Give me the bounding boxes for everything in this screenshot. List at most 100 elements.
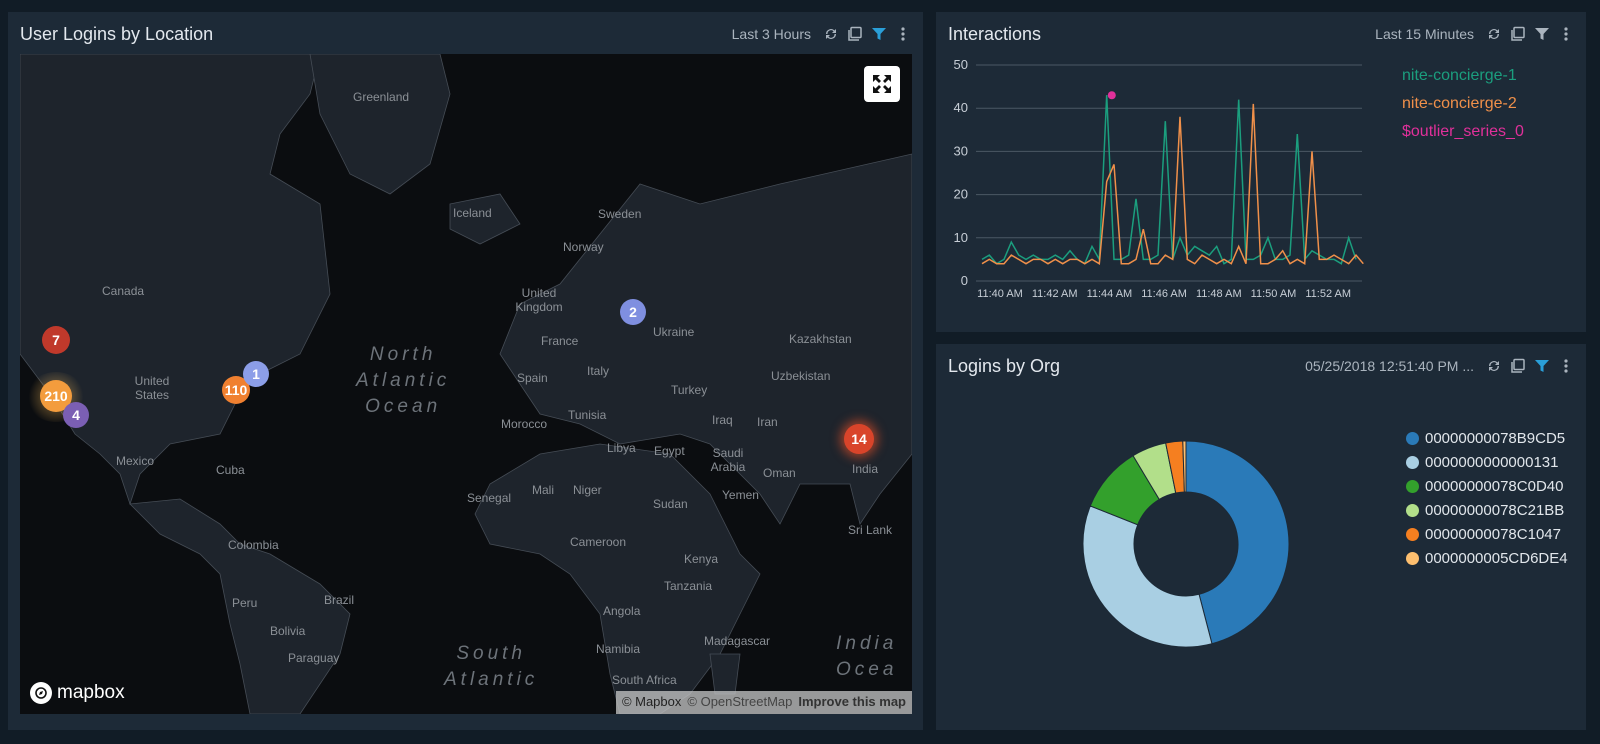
map-label: Yemen	[722, 488, 759, 502]
time-range-label[interactable]: 05/25/2018 12:51:40 PM ...	[1305, 358, 1474, 374]
map-label: Niger	[573, 483, 602, 497]
map-label: Canada	[102, 284, 145, 298]
copy-icon[interactable]	[1510, 358, 1526, 374]
legend-label: 00000000078C1047	[1425, 526, 1561, 543]
x-tick-label: 11:42 AM	[1032, 288, 1078, 300]
ocean-label: South Atlantic	[444, 643, 539, 690]
filter-icon[interactable]	[1534, 26, 1550, 42]
mapbox-attribution-link[interactable]: © Mapbox	[621, 694, 682, 709]
map-label: Peru	[232, 596, 258, 610]
more-icon[interactable]	[1558, 26, 1574, 42]
donut-slice-0000000000000131	[1082, 505, 1213, 648]
y-tick-label: 50	[954, 57, 968, 72]
mapbox-logo[interactable]: mapbox	[30, 682, 125, 704]
time-range-label[interactable]: Last 3 Hours	[731, 26, 811, 42]
legend-item-outlier-series[interactable]: $outlier_series_0	[1402, 123, 1524, 140]
map-label: Senegal	[467, 491, 512, 505]
interactions-panel-toolbar: Last 15 Minutes	[1375, 26, 1574, 42]
map-label: Norway	[563, 240, 604, 254]
fullscreen-button[interactable]	[864, 66, 900, 102]
legend-item-0000000000000131[interactable]: 0000000000000131	[1406, 454, 1568, 471]
time-range-label[interactable]: Last 15 Minutes	[1375, 26, 1474, 42]
ocean-label: India Ocea	[836, 633, 898, 680]
location-cluster[interactable]: 2	[620, 299, 646, 325]
map-label: Kenya	[684, 552, 719, 566]
interactions-line-chart[interactable]: 0 10 20 30 40 50 11:40 AM 11:42 AM 11:44 AM 11:46…	[936, 52, 1396, 322]
map-label: Saudi Arabia	[710, 446, 746, 474]
map-label: Italy	[587, 364, 610, 378]
map-label: India	[852, 462, 879, 476]
more-icon[interactable]	[1558, 358, 1574, 374]
map-label: Paraguay	[288, 651, 340, 665]
y-tick-label: 10	[954, 230, 968, 245]
y-tick-label: 30	[954, 143, 968, 158]
y-tick-label: 20	[954, 187, 968, 202]
filter-icon[interactable]	[1534, 358, 1550, 374]
copy-icon[interactable]	[1510, 26, 1526, 42]
map-panel-title: User Logins by Location	[20, 24, 214, 44]
map-label: Egypt	[654, 444, 685, 458]
legend-item-0000000005CD6DE4[interactable]: 0000000005CD6DE4	[1406, 550, 1568, 567]
org-panel-title: Logins by Org	[948, 356, 1061, 376]
legend-item-00000000078C21BB[interactable]: 00000000078C21BB	[1406, 502, 1568, 519]
map-label: Iceland	[453, 206, 492, 220]
org-legend: 00000000078B9CD5 0000000000000131 00000000…	[1406, 430, 1568, 574]
x-tick-label: 11:44 AM	[1087, 288, 1133, 300]
org-panel-toolbar: 05/25/2018 12:51:40 PM ...	[1305, 358, 1574, 374]
legend-label: 0000000000000131	[1425, 454, 1559, 471]
map-label: Sweden	[598, 207, 642, 221]
filter-icon[interactable]	[871, 26, 887, 42]
map-label: Ukraine	[653, 325, 695, 339]
map-label: Morocco	[501, 417, 548, 431]
osm-attribution-link[interactable]: © OpenStreetMap	[687, 694, 793, 709]
legend-label: 00000000078C0D40	[1425, 478, 1564, 495]
legend-swatch	[1406, 528, 1419, 541]
logins-donut-chart[interactable]	[1066, 424, 1306, 664]
legend-item-nite-concierge-1[interactable]: nite-concierge-1	[1402, 67, 1517, 84]
legend-item-00000000078B9CD5[interactable]: 00000000078B9CD5	[1406, 430, 1568, 447]
user-logins-map-panel: User Logins by Location Last 3 Hours Gre…	[8, 12, 923, 730]
map-label: Bolivia	[270, 624, 306, 638]
x-tick-label: 11:52 AM	[1305, 288, 1351, 300]
y-tick-label: 40	[954, 100, 968, 115]
y-tick-label: 0	[961, 273, 968, 288]
mapbox-logo-icon	[30, 682, 52, 704]
map-label: Sri Lank	[848, 523, 893, 537]
x-tick-label: 11:48 AM	[1196, 288, 1242, 300]
legend-item-00000000078C0D40[interactable]: 00000000078C0D40	[1406, 478, 1568, 495]
location-cluster[interactable]: 14	[844, 424, 874, 454]
refresh-icon[interactable]	[1486, 358, 1502, 374]
map-label: Colombia	[228, 538, 279, 552]
map-label: Greenland	[353, 90, 410, 104]
legend-swatch	[1406, 456, 1419, 469]
map-label: Mali	[532, 483, 555, 497]
copy-icon[interactable]	[847, 26, 863, 42]
improve-map-link[interactable]: Improve this map	[798, 694, 906, 709]
x-tick-label: 11:46 AM	[1141, 288, 1187, 300]
legend-item-nite-concierge-2[interactable]: nite-concierge-2	[1402, 95, 1517, 112]
map-label: Mexico	[116, 454, 155, 468]
location-cluster[interactable]: 4	[63, 402, 89, 428]
map-label: Iran	[757, 415, 778, 429]
map-label: Namibia	[596, 642, 641, 656]
map-label: Turkey	[671, 383, 708, 397]
world-map[interactable]: Greenland Iceland Sweden Norway Canada U…	[20, 54, 912, 714]
interactions-panel-title: Interactions	[948, 24, 1042, 44]
series-line-1	[981, 95, 1357, 265]
map-label: Libya	[607, 441, 636, 455]
x-tick-label: 11:40 AM	[977, 288, 1023, 300]
legend-swatch	[1406, 432, 1419, 445]
refresh-icon[interactable]	[823, 26, 839, 42]
location-cluster[interactable]: 7	[42, 326, 70, 354]
legend-item-00000000078C1047[interactable]: 00000000078C1047	[1406, 526, 1568, 543]
map-label: United States	[134, 374, 170, 402]
donut-slice-0000000005CD6DE4	[1182, 440, 1187, 493]
map-label: Tanzania	[664, 579, 713, 593]
map-label: Madagascar	[704, 634, 771, 648]
map-label: Spain	[517, 371, 548, 385]
map-label: Oman	[763, 466, 796, 480]
refresh-icon[interactable]	[1486, 26, 1502, 42]
location-cluster[interactable]: 1	[243, 361, 269, 387]
more-icon[interactable]	[895, 26, 911, 42]
x-tick-label: 11:50 AM	[1251, 288, 1297, 300]
